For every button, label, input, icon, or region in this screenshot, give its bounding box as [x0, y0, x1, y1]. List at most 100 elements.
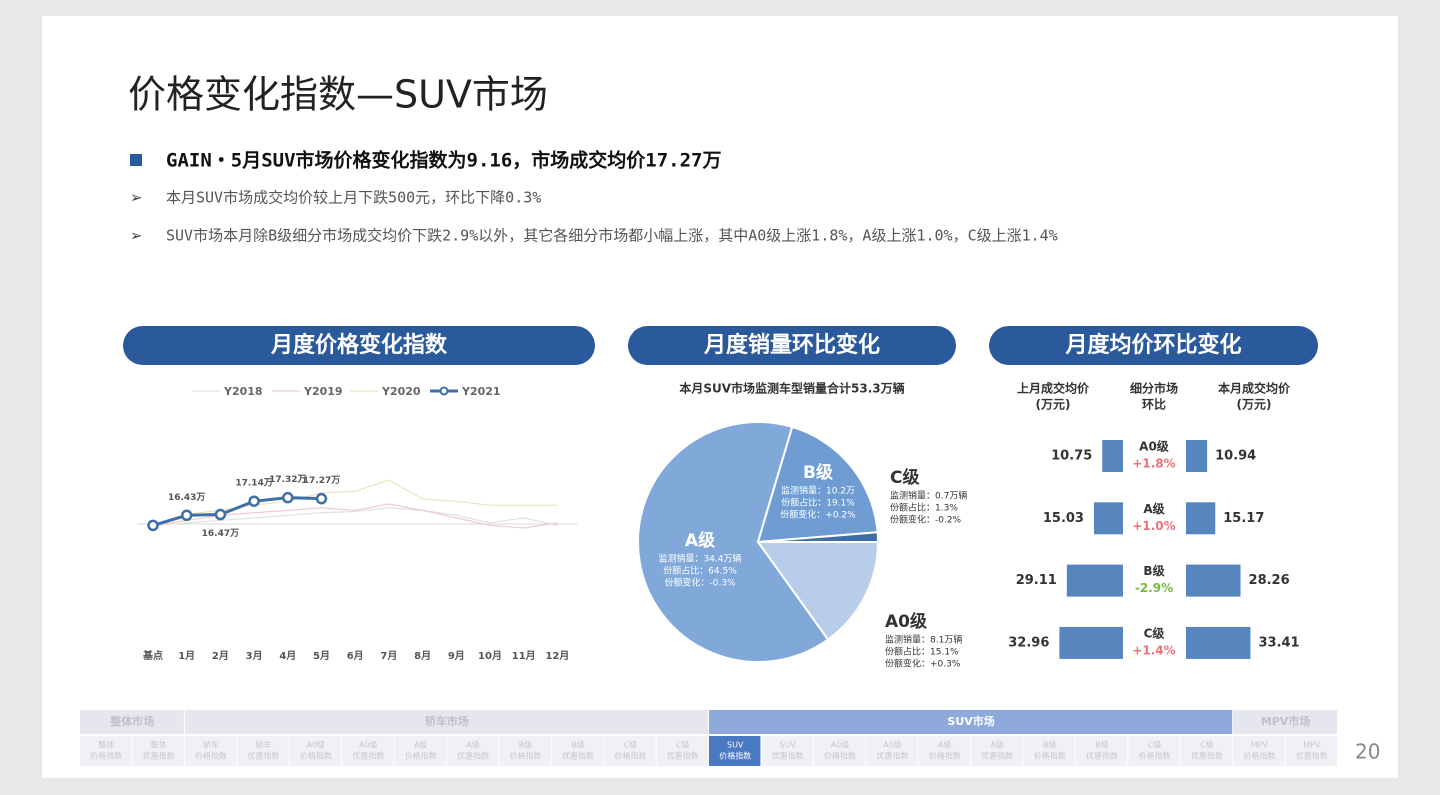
nav-item-label[interactable]: 优惠指数	[772, 751, 804, 761]
nav-item-label[interactable]: 整体	[151, 740, 167, 750]
change: +1.8%	[1132, 457, 1175, 471]
segment: A级	[1143, 501, 1164, 516]
nav-item[interactable]	[1075, 736, 1128, 766]
nav-group-label[interactable]: 整体市场	[109, 714, 154, 728]
nav-item-label[interactable]: 价格指数	[405, 751, 437, 761]
x-tick-label: 10月	[478, 650, 502, 662]
nav-item-label[interactable]: 优惠指数	[562, 751, 594, 761]
nav-item[interactable]	[1233, 736, 1285, 766]
nav-item-label[interactable]: 价格指数	[719, 751, 751, 761]
nav-item-label[interactable]: 优惠指数	[981, 751, 1013, 761]
nav-item[interactable]	[289, 736, 342, 766]
nav-group-label[interactable]: MPV市场	[1261, 714, 1311, 728]
nav-group-label[interactable]: SUV市场	[947, 714, 994, 728]
headline: GAIN・5月SUV市场价格变化指数为9.16，市场成交均价17.27万	[166, 149, 721, 172]
nav-item-label[interactable]: 优惠指数	[1296, 751, 1328, 761]
nav-item-label[interactable]: 优惠指数	[667, 751, 699, 761]
segment: B级	[1143, 563, 1164, 578]
nav-item-label[interactable]: A0级	[883, 740, 902, 750]
nav-item-label[interactable]: B级	[1043, 740, 1057, 750]
nav-item-label[interactable]: A级	[991, 740, 1004, 750]
slice-detail: 份额占比：1.3%	[890, 502, 958, 514]
nav-item-label[interactable]: SUV	[779, 741, 796, 750]
nav-item[interactable]	[971, 736, 1023, 766]
nav-item-label[interactable]: 价格指数	[929, 751, 961, 761]
nav-item[interactable]	[1285, 736, 1337, 766]
nav-item-label[interactable]: 优惠指数	[143, 751, 175, 761]
nav-item[interactable]	[237, 736, 289, 766]
x-tick-label: 3月	[246, 650, 263, 662]
nav-item[interactable]	[656, 736, 708, 766]
nav-item[interactable]	[80, 736, 132, 766]
nav-item-label[interactable]: A0级	[831, 740, 850, 750]
legend-marker	[439, 386, 449, 396]
nav-item[interactable]	[394, 736, 446, 766]
nav-item-label[interactable]: B级	[519, 740, 533, 750]
nav-item-label[interactable]: A0级	[307, 740, 326, 750]
nav-group-label[interactable]: 轿车市场	[425, 714, 469, 728]
nav-item[interactable]	[866, 736, 918, 766]
nav-group[interactable]	[709, 710, 1233, 734]
nav-item-label[interactable]: A级	[938, 740, 951, 750]
nav-item-label[interactable]: B级	[1095, 740, 1109, 750]
nav-item[interactable]	[709, 736, 761, 766]
slice-detail: 份额占比：64.5%	[663, 565, 737, 577]
nav-item-label[interactable]: 轿车	[255, 740, 271, 750]
nav-group[interactable]	[1233, 710, 1337, 734]
nav-item-label[interactable]: MPV	[1251, 741, 1269, 750]
nav-item-label[interactable]: 整体	[98, 740, 114, 750]
table-header: 环比	[1142, 397, 1166, 412]
nav-item[interactable]	[1128, 736, 1180, 766]
nav-item-label[interactable]: 价格指数	[195, 751, 227, 761]
nav-item[interactable]	[499, 736, 551, 766]
marker	[315, 492, 328, 505]
nav-item-label[interactable]: C级	[1148, 740, 1162, 750]
nav-item[interactable]	[551, 736, 604, 766]
nav-item-label[interactable]: 价格指数	[1034, 751, 1066, 761]
slice-detail: 份额变化：+0.2%	[780, 509, 856, 521]
slice-detail: 监测销量：34.4万辆	[658, 553, 741, 565]
nav-item-label[interactable]: 优惠指数	[247, 751, 279, 761]
nav-item[interactable]	[1180, 736, 1233, 766]
nav-item[interactable]	[604, 736, 656, 766]
nav-item-label[interactable]: A0级	[359, 740, 378, 750]
nav-item-label[interactable]: 优惠指数	[457, 751, 489, 761]
nav-item-label[interactable]: A级	[414, 740, 427, 750]
nav-item-label[interactable]: MPV	[1303, 741, 1321, 750]
change: +1.0%	[1132, 519, 1175, 533]
nav-item-label[interactable]: 价格指数	[1139, 751, 1171, 761]
nav-item-label[interactable]: C级	[624, 740, 638, 750]
nav-item[interactable]	[132, 736, 184, 766]
nav-item-label[interactable]: B级	[571, 740, 585, 750]
nav-item-label[interactable]: 优惠指数	[352, 751, 384, 761]
nav-item[interactable]	[184, 736, 237, 766]
value-current: 10.94	[1215, 449, 1256, 464]
bar-current	[1186, 626, 1251, 659]
nav-item-label[interactable]: SUV	[727, 741, 744, 750]
data-label: 16.43万	[168, 492, 205, 503]
nav-item[interactable]	[918, 736, 971, 766]
nav-item[interactable]	[813, 736, 866, 766]
nav-item[interactable]	[342, 736, 394, 766]
nav-item[interactable]	[446, 736, 499, 766]
x-tick-label: 7月	[380, 650, 397, 662]
nav-item-label[interactable]: 优惠指数	[876, 751, 908, 761]
nav-item-label[interactable]: 价格指数	[1243, 751, 1275, 761]
x-tick-label: 2月	[212, 650, 229, 662]
title: 价格变化指数—SUV市场	[128, 73, 548, 117]
nav-item-label[interactable]: A级	[466, 740, 479, 750]
nav-item-label[interactable]: 优惠指数	[1191, 751, 1223, 761]
nav-item[interactable]	[1023, 736, 1075, 766]
nav-item-label[interactable]: 价格指数	[300, 751, 332, 761]
nav-item-label[interactable]: C级	[1200, 740, 1214, 750]
nav-group[interactable]	[184, 710, 709, 734]
nav-item-label[interactable]: 优惠指数	[1086, 751, 1118, 761]
nav-item-label[interactable]: 价格指数	[614, 751, 646, 761]
nav-item[interactable]	[761, 736, 813, 766]
nav-item-label[interactable]: 价格指数	[510, 751, 542, 761]
nav-group[interactable]	[80, 710, 184, 734]
nav-item-label[interactable]: C级	[676, 740, 690, 750]
nav-item-label[interactable]: 价格指数	[824, 751, 856, 761]
nav-item-label[interactable]: 价格指数	[90, 751, 122, 761]
nav-item-label[interactable]: 轿车	[203, 740, 219, 750]
